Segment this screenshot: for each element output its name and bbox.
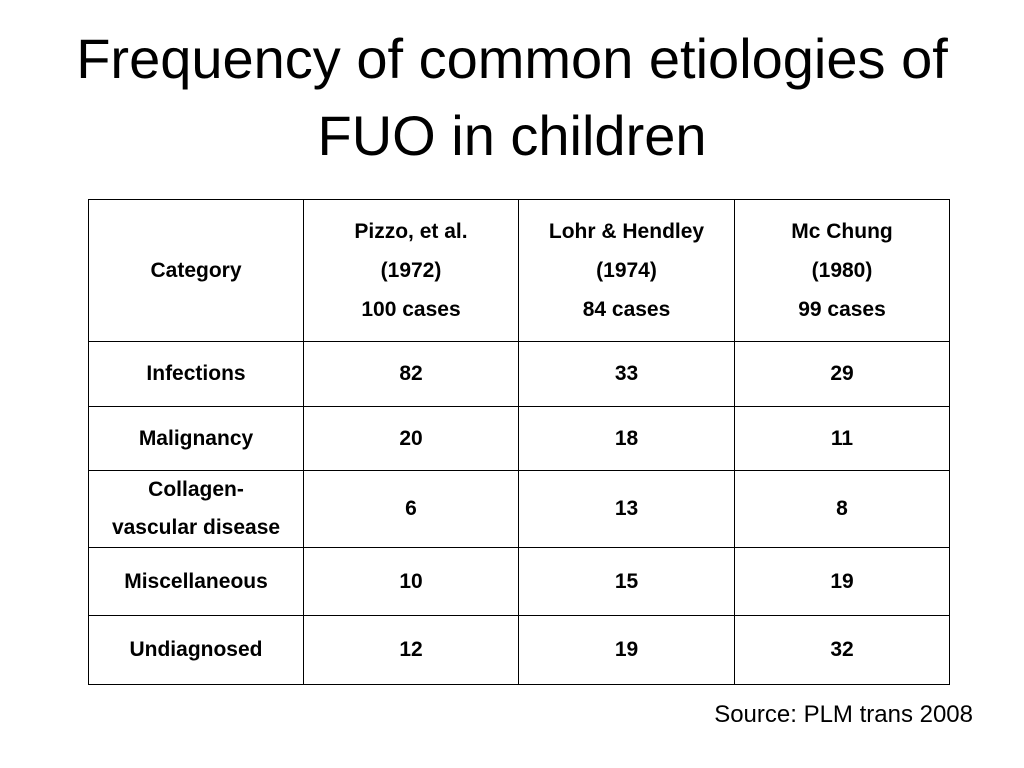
value-cell: 18 (518, 406, 735, 471)
table-row: Miscellaneous 10 15 19 (88, 547, 950, 616)
header-study-cell: Lohr & Hendley (1974) 84 cases (518, 199, 735, 342)
table-row: Collagen- vascular disease 6 13 8 (88, 470, 950, 548)
row-category-cell: Malignancy (88, 406, 304, 471)
header-category-label: Category (150, 259, 242, 282)
value-cell: 6 (303, 470, 519, 548)
header-study-author: Mc Chung (791, 220, 893, 243)
header-study-cases: 100 cases (361, 298, 461, 321)
table-header-row: Category Pizzo, et al. (1972) 100 cases … (88, 199, 950, 342)
value-cell: 82 (303, 341, 519, 407)
value-cell: 29 (734, 341, 950, 407)
value-cell: 32 (734, 615, 950, 685)
header-study-year: (1972) (380, 259, 442, 282)
row-category-cell: Collagen- vascular disease (88, 470, 304, 548)
header-study-cases: 99 cases (798, 298, 886, 321)
header-study-year: (1974) (596, 259, 657, 282)
value-cell: 33 (518, 341, 735, 407)
value-cell: 15 (518, 547, 735, 616)
header-study-author: Lohr & Hendley (548, 220, 705, 243)
value-cell: 10 (303, 547, 519, 616)
etiology-table: Category Pizzo, et al. (1972) 100 cases … (88, 199, 950, 685)
header-study-cell: Pizzo, et al. (1972) 100 cases (303, 199, 519, 342)
table-row: Malignancy 20 18 11 (88, 406, 950, 471)
value-cell: 11 (734, 406, 950, 471)
row-category-cell: Undiagnosed (88, 615, 304, 685)
header-study-cases: 84 cases (582, 298, 671, 321)
source-note: Source: PLM trans 2008 (714, 701, 973, 728)
table-row: Undiagnosed 12 19 32 (88, 615, 950, 685)
header-study-author: Pizzo, et al. (354, 220, 468, 243)
row-category-cell: Miscellaneous (88, 547, 304, 616)
value-cell: 13 (518, 470, 735, 548)
table-row: Infections 82 33 29 (88, 341, 950, 407)
value-cell: 8 (734, 470, 950, 548)
value-cell: 12 (303, 615, 519, 685)
value-cell: 19 (518, 615, 735, 685)
slide-title: Frequency of common etiologies of FUO in… (76, 27, 948, 167)
header-category-cell: Category (88, 199, 304, 342)
header-study-year: (1980) (811, 259, 873, 282)
row-category-line: Collagen- (148, 478, 244, 501)
value-cell: 20 (303, 406, 519, 471)
header-study-cell: Mc Chung (1980) 99 cases (734, 199, 950, 342)
value-cell: 19 (734, 547, 950, 616)
row-category-cell: Infections (88, 341, 304, 407)
row-category-line: vascular disease (111, 516, 281, 539)
